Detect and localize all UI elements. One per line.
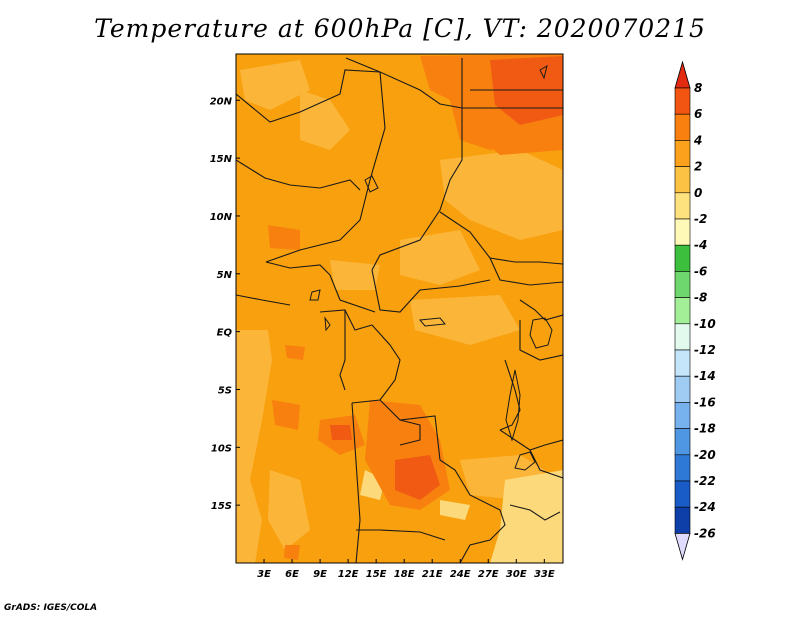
field-shading [236, 54, 563, 563]
lat-tick-label: 5S [218, 385, 232, 396]
lon-tick-label: 21E [422, 569, 443, 580]
chart-title: Temperature at 600hPa [C], VT: 202007021… [94, 14, 706, 43]
field-region [330, 425, 352, 440]
field-region [330, 260, 380, 290]
colorbar-swatch [674, 402, 691, 429]
colorbar-label: -8 [694, 291, 707, 305]
colorbar-label: 4 [693, 133, 702, 147]
colorbar-swatch [674, 480, 691, 508]
colorbar-label: -22 [694, 474, 716, 488]
lon-tick-label: 33E [534, 569, 555, 580]
colorbar-label: -12 [694, 343, 716, 357]
field-region [400, 230, 480, 285]
lat-tick-label: 5N [217, 270, 233, 281]
colorbar-swatch [674, 297, 691, 325]
colorbar-label: -10 [694, 317, 716, 331]
field-region [284, 545, 300, 560]
field-region [240, 60, 310, 110]
field-region [272, 400, 300, 430]
colorbar-bottom-arrow [674, 533, 691, 561]
lat-axis: 20N 15N 10N 5N EQ 5S 10S 15S [210, 96, 240, 512]
colorbar-label: 6 [694, 107, 702, 121]
colorbar-label: -26 [694, 526, 716, 540]
map-frame [235, 53, 564, 564]
colorbar-label: -20 [694, 448, 716, 462]
colorbar-swatch [674, 218, 691, 246]
field-region [268, 470, 310, 550]
field-region [300, 90, 350, 150]
colorbar-swatch [674, 166, 691, 194]
field-region [440, 150, 563, 240]
field-region [490, 470, 563, 563]
colorbar-swatch [674, 192, 691, 220]
lat-tick-label: 15S [211, 501, 232, 512]
colorbar-label: -4 [694, 238, 707, 252]
field-region [268, 225, 300, 250]
grads-credit: GrADS: IGES/COLA [4, 603, 98, 613]
colorbar-label: -24 [694, 500, 716, 514]
colorbar-swatch [674, 323, 691, 351]
field-region [440, 500, 470, 520]
colorbar-swatch [674, 140, 691, 167]
lat-tick-label: 20N [210, 96, 233, 107]
colorbar: 8 6 4 2 0 -2 -4 -6 -8 -10 -12 -14 -16 -18 -20 -22 -24 -26 [674, 60, 716, 561]
temperature-field [236, 54, 563, 563]
lon-tick-label: 12E [338, 569, 359, 580]
colorbar-label: -2 [694, 212, 707, 226]
colorbar-label: -14 [694, 369, 716, 383]
colorbar-label: -18 [694, 422, 716, 436]
country-borders [236, 57, 563, 563]
lon-tick-label: 9E [313, 569, 327, 580]
colorbar-swatch [674, 113, 691, 141]
colorbar-label: 8 [694, 81, 702, 95]
colorbar-swatch [674, 271, 691, 298]
field-region [395, 455, 440, 500]
lat-tick-label: 15N [210, 154, 233, 165]
colorbar-label: -16 [694, 395, 716, 409]
field-region [285, 345, 305, 360]
colorbar-label: -6 [694, 264, 707, 278]
lon-tick-label: 24E [450, 569, 471, 580]
lakes-and-coast [309, 64, 553, 471]
lon-tick-label: 30E [506, 569, 527, 580]
lat-tick-label: 10S [211, 443, 232, 454]
lon-tick-label: 15E [366, 569, 387, 580]
field-region [236, 330, 272, 563]
colorbar-label: 0 [694, 186, 702, 200]
lon-tick-label: 27E [478, 569, 499, 580]
lon-tick-label: 6E [285, 569, 299, 580]
colorbar-swatch [674, 87, 691, 115]
colorbar-swatch [674, 244, 691, 272]
colorbar-swatch [674, 349, 691, 377]
colorbar-swatch [674, 454, 691, 482]
colorbar-swatch [674, 428, 691, 456]
lon-axis: 3E 6E 9E 12E 15E 18E 21E 24E 27E 30E 33E [257, 559, 555, 580]
colorbar-label: 2 [694, 160, 702, 174]
colorbar-swatch [674, 375, 691, 403]
lon-tick-label: 18E [394, 569, 415, 580]
field-region [410, 295, 520, 345]
lon-tick-label: 3E [257, 569, 271, 580]
colorbar-top-arrow [674, 60, 691, 89]
colorbar-swatch [674, 506, 691, 534]
lat-tick-label: 10N [210, 212, 233, 223]
lat-tick-label: EQ [217, 328, 233, 339]
